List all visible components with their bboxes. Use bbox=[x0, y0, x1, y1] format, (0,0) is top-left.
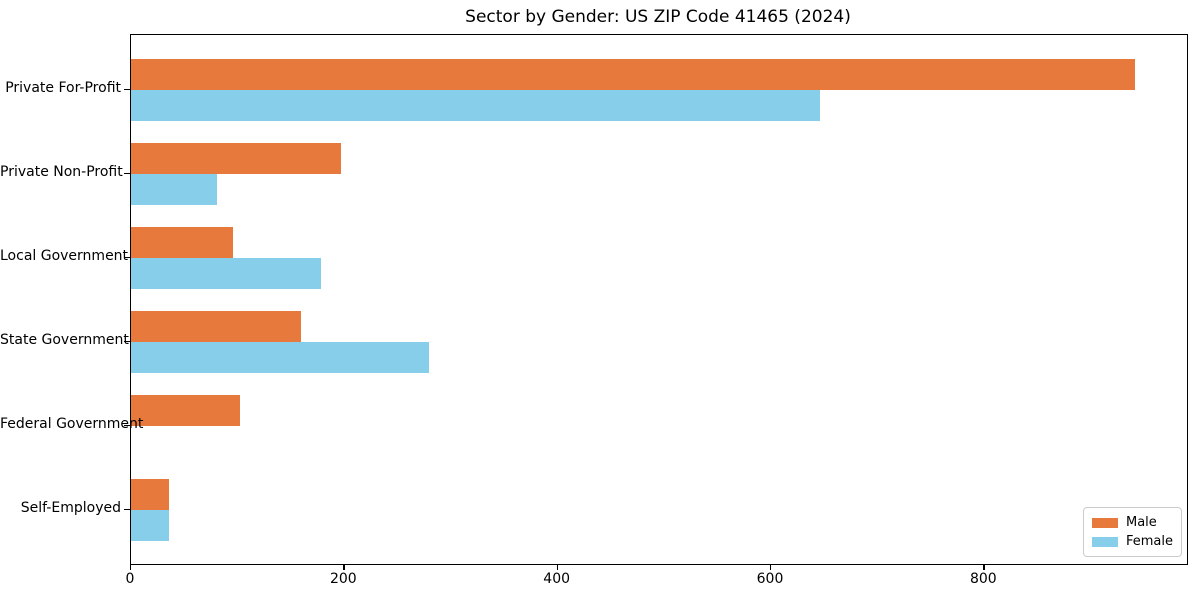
bar-female-6 bbox=[131, 510, 170, 541]
x-tick-label: 400 bbox=[543, 571, 571, 587]
x-tick-mark bbox=[770, 565, 772, 570]
category-label: Private Non-Profit bbox=[0, 164, 123, 180]
legend-item-female: Female bbox=[1091, 532, 1173, 551]
x-tick-label: 200 bbox=[329, 571, 357, 587]
bar-female-3 bbox=[131, 258, 321, 289]
x-tick-mark bbox=[983, 565, 985, 570]
bar-male-4 bbox=[131, 311, 301, 342]
bar-male-2 bbox=[131, 143, 342, 174]
bar-male-1 bbox=[131, 59, 1135, 90]
y-tick-mark bbox=[124, 173, 130, 175]
chart-title: Sector by Gender: US ZIP Code 41465 (202… bbox=[465, 7, 851, 27]
category-label: State Government bbox=[0, 332, 129, 348]
y-tick-mark bbox=[124, 509, 130, 511]
y-tick-mark bbox=[124, 341, 130, 343]
bar-female-2 bbox=[131, 174, 218, 205]
category-label: Self-Employed bbox=[20, 500, 121, 516]
legend-item-male: Male bbox=[1091, 513, 1173, 532]
bar-female-4 bbox=[131, 342, 429, 373]
x-tick-mark bbox=[130, 565, 132, 570]
category-label: Private For-Profit bbox=[5, 80, 121, 96]
y-tick-mark bbox=[124, 425, 130, 427]
category-label: Local Government bbox=[0, 248, 129, 264]
legend: Male Female bbox=[1082, 507, 1182, 557]
legend-label: Male bbox=[1125, 515, 1157, 530]
x-tick-label: 0 bbox=[125, 571, 135, 587]
y-tick-mark bbox=[124, 257, 130, 259]
bar-male-3 bbox=[131, 227, 234, 258]
bar-male-5 bbox=[131, 395, 240, 426]
category-label: Federal Government bbox=[0, 416, 144, 432]
x-tick-label: 600 bbox=[756, 571, 784, 587]
legend-swatch-male bbox=[1091, 517, 1118, 528]
bar-female-1 bbox=[131, 90, 821, 121]
legend-swatch-female bbox=[1091, 536, 1118, 547]
legend-label: Female bbox=[1125, 534, 1173, 549]
x-tick-mark bbox=[343, 565, 345, 570]
bar-male-6 bbox=[131, 479, 170, 510]
plot-area: Male Female bbox=[130, 34, 1188, 565]
x-tick-mark bbox=[556, 565, 558, 570]
y-tick-mark bbox=[124, 89, 130, 91]
x-tick-label: 800 bbox=[969, 571, 997, 587]
